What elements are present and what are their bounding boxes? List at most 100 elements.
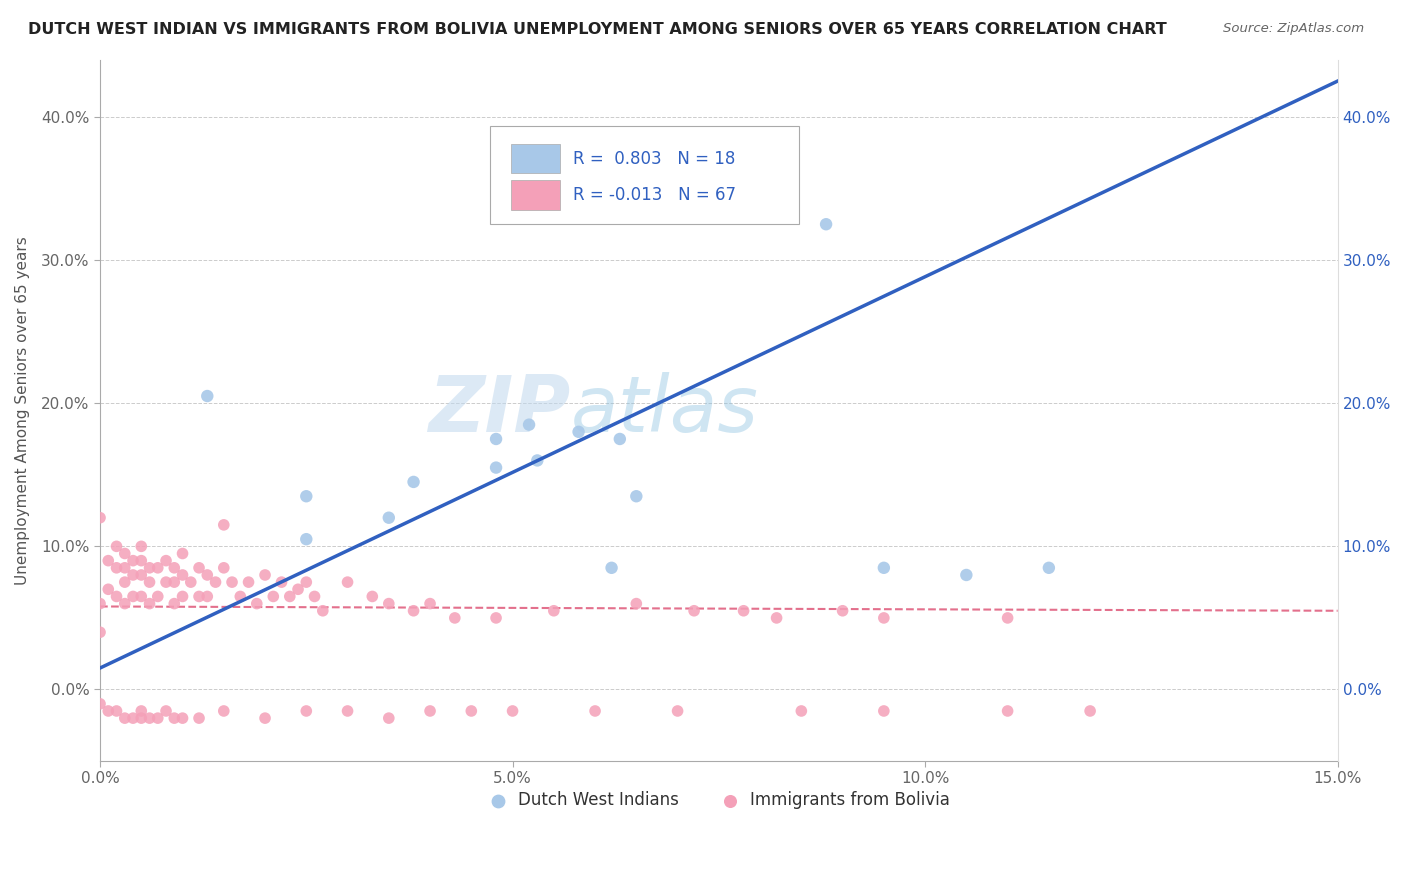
- Point: [336, 704, 359, 718]
- Point: [163, 561, 186, 575]
- Point: [378, 597, 401, 611]
- Point: [129, 704, 152, 718]
- Point: [129, 590, 152, 604]
- Point: [402, 604, 425, 618]
- Point: [122, 568, 145, 582]
- Point: [114, 547, 136, 561]
- Point: [89, 697, 111, 711]
- Point: [873, 611, 896, 625]
- Point: [180, 575, 202, 590]
- Point: [1078, 704, 1101, 718]
- Point: [526, 453, 548, 467]
- Point: [97, 582, 120, 597]
- Point: [195, 590, 218, 604]
- Point: [443, 611, 465, 625]
- Point: [195, 568, 218, 582]
- Point: [129, 539, 152, 553]
- Point: [262, 590, 284, 604]
- Point: [155, 554, 177, 568]
- Point: [419, 597, 441, 611]
- Point: [114, 711, 136, 725]
- Point: [626, 597, 648, 611]
- Text: R =  0.803   N = 18: R = 0.803 N = 18: [572, 150, 735, 168]
- Point: [873, 704, 896, 718]
- Point: [155, 575, 177, 590]
- Point: [172, 547, 194, 561]
- Point: [146, 711, 169, 725]
- Point: [402, 475, 425, 489]
- Point: [295, 704, 318, 718]
- Point: [204, 575, 226, 590]
- Point: [129, 554, 152, 568]
- Point: [378, 510, 401, 524]
- Point: [270, 575, 292, 590]
- Text: ZIP: ZIP: [427, 372, 571, 449]
- Point: [502, 704, 524, 718]
- Point: [485, 460, 508, 475]
- Point: [89, 597, 111, 611]
- Point: [815, 217, 838, 231]
- Point: [138, 575, 160, 590]
- Point: [129, 568, 152, 582]
- Text: Source: ZipAtlas.com: Source: ZipAtlas.com: [1223, 22, 1364, 36]
- Point: [188, 590, 211, 604]
- Point: [873, 561, 896, 575]
- Point: [765, 145, 787, 160]
- Point: [831, 604, 853, 618]
- Point: [361, 590, 384, 604]
- Point: [733, 604, 755, 618]
- Point: [122, 590, 145, 604]
- Point: [600, 561, 623, 575]
- Point: [287, 582, 309, 597]
- Point: [114, 597, 136, 611]
- Point: [97, 554, 120, 568]
- Point: [212, 517, 235, 532]
- Point: [517, 417, 540, 432]
- Point: [485, 432, 508, 446]
- Point: [188, 561, 211, 575]
- FancyBboxPatch shape: [510, 144, 561, 173]
- Point: [460, 704, 482, 718]
- Point: [626, 489, 648, 503]
- Point: [254, 711, 277, 725]
- Point: [105, 590, 128, 604]
- Point: [278, 590, 301, 604]
- Point: [172, 568, 194, 582]
- Point: [583, 704, 606, 718]
- Point: [105, 704, 128, 718]
- Point: [138, 561, 160, 575]
- Point: [485, 611, 508, 625]
- Point: [138, 711, 160, 725]
- Point: [122, 554, 145, 568]
- FancyBboxPatch shape: [489, 127, 799, 225]
- Point: [955, 568, 977, 582]
- Point: [138, 597, 160, 611]
- Point: [172, 711, 194, 725]
- Point: [295, 489, 318, 503]
- Legend: Dutch West Indians, Immigrants from Bolivia: Dutch West Indians, Immigrants from Boli…: [481, 785, 956, 816]
- Point: [683, 604, 706, 618]
- Point: [114, 575, 136, 590]
- Point: [997, 611, 1019, 625]
- Point: [238, 575, 260, 590]
- Point: [97, 704, 120, 718]
- Point: [221, 575, 243, 590]
- Point: [172, 590, 194, 604]
- Point: [246, 597, 269, 611]
- Point: [568, 425, 591, 439]
- Point: [89, 625, 111, 640]
- Point: [163, 575, 186, 590]
- Point: [666, 704, 689, 718]
- Point: [163, 711, 186, 725]
- Point: [378, 711, 401, 725]
- Point: [89, 510, 111, 524]
- Point: [212, 561, 235, 575]
- Point: [212, 704, 235, 718]
- Text: DUTCH WEST INDIAN VS IMMIGRANTS FROM BOLIVIA UNEMPLOYMENT AMONG SENIORS OVER 65 : DUTCH WEST INDIAN VS IMMIGRANTS FROM BOL…: [28, 22, 1167, 37]
- Point: [543, 604, 565, 618]
- FancyBboxPatch shape: [510, 180, 561, 210]
- Point: [195, 389, 218, 403]
- Point: [1038, 561, 1060, 575]
- Point: [609, 432, 631, 446]
- Point: [105, 539, 128, 553]
